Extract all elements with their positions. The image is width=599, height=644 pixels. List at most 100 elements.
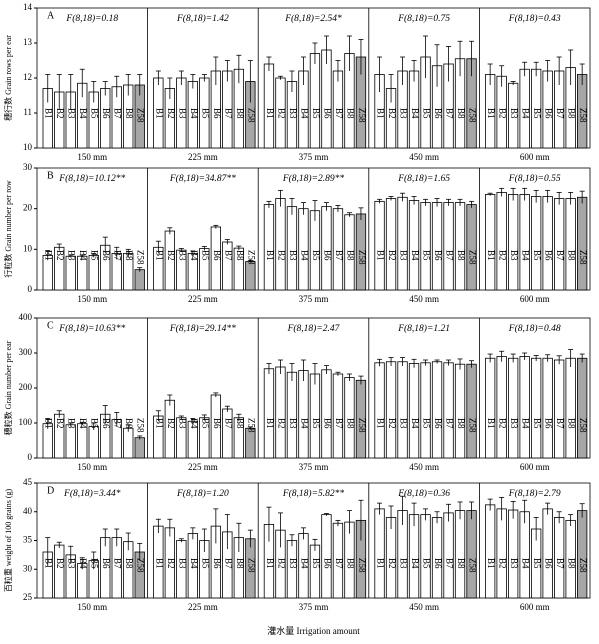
bar-label: B6 (212, 108, 222, 119)
bar (309, 53, 321, 149)
f-annotation: F(8,18)=0.18 (65, 13, 118, 24)
group-label: 450 mm (409, 152, 439, 162)
bar-label: B4 (410, 108, 420, 119)
bar-label: B6 (212, 250, 222, 261)
bar (374, 200, 385, 291)
bar-label: B1 (375, 250, 385, 261)
bar (88, 426, 99, 459)
bar-label: Z58 (578, 108, 588, 123)
bar (321, 514, 332, 599)
bar-label: B7 (334, 418, 344, 429)
bar (431, 202, 443, 291)
y-axis-title: 百粒重 weight of 100 grains (g) (3, 489, 13, 593)
bar (321, 49, 332, 149)
bar-label: B4 (78, 108, 88, 119)
bar (164, 230, 176, 291)
bar-label: B1 (44, 418, 54, 429)
bar (466, 363, 477, 459)
bar (466, 204, 477, 291)
bar (374, 508, 385, 599)
bar-label: B2 (55, 558, 65, 569)
bar-label: B1 (44, 558, 54, 569)
bar-label: B3 (67, 250, 77, 261)
group-label: 375 mm (299, 294, 329, 304)
bar-label: B4 (189, 250, 199, 261)
bar-label: Z58 (246, 558, 256, 573)
bar (374, 362, 385, 459)
bar-label: Z58 (467, 108, 477, 123)
y-tick-label: 0 (28, 452, 33, 462)
bar-label: B2 (55, 108, 65, 119)
bar-label: B4 (410, 250, 420, 261)
bar-label: B1 (154, 108, 164, 119)
bar-label: B6 (101, 558, 111, 569)
bar (454, 510, 466, 599)
bar-label: B6 (433, 250, 443, 261)
bar-label: B1 (486, 250, 496, 261)
bar (321, 369, 332, 459)
bar-label: B3 (67, 108, 77, 119)
f-annotation: F(8,18)=1.42 (176, 13, 229, 24)
bar (484, 194, 496, 291)
bar-label: B7 (334, 558, 344, 569)
bar-label: B8 (567, 108, 577, 119)
bar-label: B8 (456, 418, 466, 429)
bar-label: B6 (322, 108, 332, 119)
bar (54, 544, 65, 599)
bar (65, 424, 76, 459)
bar-label: B4 (299, 558, 309, 569)
y-tick-label: 12 (23, 72, 32, 82)
y-tick-label: 13 (23, 37, 33, 47)
bar-label: B4 (521, 108, 531, 119)
bar-label: Z58 (467, 418, 477, 433)
f-annotation: F(8,18)=1.65 (397, 173, 450, 184)
f-annotation: F(8,18)=1.20 (176, 488, 229, 499)
bar (577, 510, 588, 599)
bar-label: B1 (265, 558, 275, 569)
bar-label: Z58 (467, 558, 477, 573)
bar-label: B5 (90, 250, 100, 261)
bar-label: B6 (433, 108, 443, 119)
bar-label: B6 (433, 418, 443, 429)
bar (466, 510, 477, 599)
bar (542, 196, 553, 291)
bar-label: B4 (299, 418, 309, 429)
bar-label: B8 (235, 108, 245, 119)
bar (408, 200, 420, 291)
bar-label: B3 (67, 418, 77, 429)
bar-label: Z58 (246, 108, 256, 123)
bar-label: B4 (410, 558, 420, 569)
bar-label: Z58 (578, 250, 588, 265)
bar-label: B4 (521, 558, 531, 569)
bar-label: B6 (544, 250, 554, 261)
bar-label: Z58 (578, 418, 588, 433)
bar-label: B2 (276, 108, 286, 119)
bar-label: B1 (44, 250, 54, 261)
bar (408, 363, 420, 459)
bar (176, 540, 187, 599)
bar-label: B1 (154, 250, 164, 261)
bar (484, 504, 496, 599)
bar-label: B3 (288, 250, 298, 261)
bar-label: B8 (124, 418, 134, 429)
bar-label: B7 (444, 418, 454, 429)
bar-label: B8 (456, 558, 466, 569)
group-label: 450 mm (409, 462, 439, 472)
group-label: 225 mm (188, 294, 218, 304)
group-label: 600 mm (520, 602, 550, 612)
bar-label: B1 (154, 558, 164, 569)
panel-label: B (47, 170, 54, 181)
bar-label: B5 (311, 108, 321, 119)
bar (77, 255, 88, 291)
bar-label: B5 (532, 418, 542, 429)
f-annotation: F(8,18)=0.75 (397, 13, 450, 24)
bar-label: B6 (322, 418, 332, 429)
group-label: 375 mm (299, 602, 329, 612)
bar (542, 508, 553, 599)
bar (531, 357, 542, 459)
bar-label: B2 (387, 250, 397, 261)
bar (88, 255, 99, 291)
f-annotation: F(8,18)=1.21 (397, 323, 450, 334)
bar (519, 194, 530, 291)
bar (245, 261, 256, 291)
